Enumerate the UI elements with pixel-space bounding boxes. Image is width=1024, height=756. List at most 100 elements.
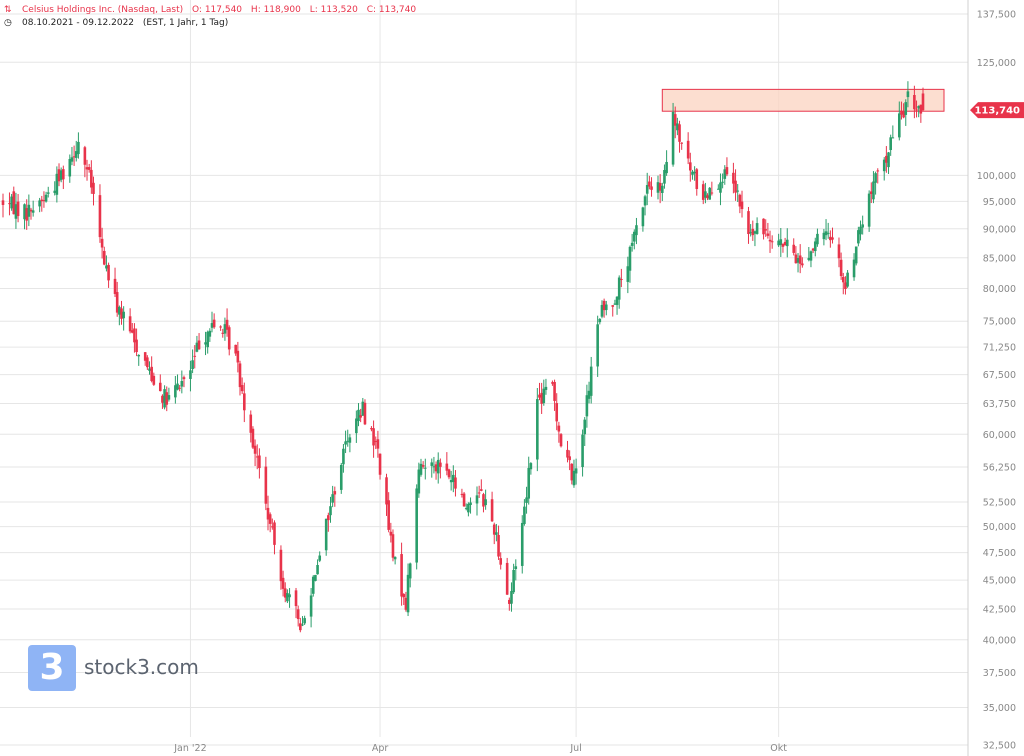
candle-body	[557, 425, 561, 432]
candle-body	[706, 195, 709, 199]
candle	[701, 180, 705, 205]
candle-body	[115, 292, 119, 313]
candle-body	[333, 491, 337, 495]
candle-body	[807, 257, 811, 260]
candle-body	[271, 526, 274, 528]
candle	[779, 227, 783, 257]
candle	[163, 385, 166, 410]
candle	[680, 142, 683, 150]
candle	[221, 328, 225, 338]
candle-body	[143, 352, 147, 361]
candle-body	[917, 106, 920, 109]
candle	[62, 165, 65, 190]
candle	[628, 245, 632, 283]
candle	[130, 323, 134, 334]
candle-body	[768, 239, 772, 242]
candle	[12, 186, 16, 215]
candle-body	[604, 304, 608, 311]
candle	[794, 246, 798, 264]
candle	[234, 344, 237, 356]
candle-body	[691, 171, 694, 175]
candle-body	[342, 448, 345, 465]
candle-body	[31, 210, 35, 213]
candle	[363, 399, 367, 426]
candle-body	[249, 414, 253, 433]
candle-body	[921, 93, 925, 111]
candle	[656, 175, 660, 200]
candle-body	[725, 167, 729, 175]
candle	[452, 465, 455, 493]
candle-body	[626, 266, 630, 282]
candle	[749, 224, 752, 237]
candle-body	[68, 159, 72, 177]
candle	[195, 335, 199, 353]
candle	[301, 616, 304, 627]
candle-body	[419, 463, 423, 475]
candle-body	[359, 415, 362, 418]
candle	[555, 393, 559, 431]
candle	[255, 444, 259, 470]
y-tick-label: 42,500	[983, 605, 1016, 616]
candle	[273, 520, 276, 555]
candle-body	[568, 456, 571, 461]
candle	[120, 300, 123, 325]
candle-body	[253, 445, 257, 454]
candle-body	[900, 110, 903, 115]
candle	[146, 355, 149, 370]
candle	[885, 146, 888, 173]
candle	[98, 184, 102, 243]
candle	[831, 227, 834, 244]
candle-body	[523, 506, 526, 524]
candle-body	[447, 469, 451, 478]
candle	[770, 235, 774, 249]
candle-body	[393, 556, 397, 560]
candle	[434, 461, 438, 480]
y-tick-label: 63,750	[983, 399, 1016, 410]
candle-body	[671, 111, 675, 165]
candle	[445, 452, 449, 476]
candle	[327, 512, 330, 532]
candle	[523, 499, 526, 526]
candle-body	[445, 463, 449, 471]
candle	[128, 308, 132, 334]
candle-body	[195, 342, 199, 352]
candle	[520, 515, 524, 574]
candle-body	[861, 224, 864, 228]
candle	[391, 529, 395, 562]
candle	[596, 315, 599, 377]
candle-body	[658, 182, 662, 191]
candle	[615, 296, 619, 315]
candle	[740, 190, 744, 218]
candle	[251, 426, 255, 449]
candle	[604, 300, 608, 316]
candle-body	[650, 186, 653, 190]
candle-body	[408, 563, 412, 579]
last-price-label: 113,740	[974, 106, 1020, 117]
candle	[480, 479, 483, 492]
candle	[359, 408, 362, 423]
candle-body	[755, 223, 759, 234]
candle	[732, 162, 735, 194]
candle	[143, 352, 147, 366]
candle-body	[495, 532, 498, 535]
candle-body	[529, 463, 533, 470]
candle	[57, 163, 61, 187]
candle	[846, 270, 849, 288]
candle	[874, 171, 877, 195]
candle-body	[844, 282, 847, 289]
candle-body	[723, 169, 727, 179]
candle	[191, 349, 194, 374]
candle	[781, 243, 785, 253]
candle	[378, 453, 382, 480]
candle	[344, 430, 347, 454]
candle	[1, 193, 5, 218]
candle	[107, 262, 110, 288]
candle	[689, 152, 692, 182]
candle-body	[630, 242, 634, 246]
candle	[165, 386, 169, 412]
candle	[553, 379, 556, 411]
watermark-text: stock3.com	[84, 655, 199, 679]
low-value: L: 113,520	[309, 5, 358, 15]
candle-body	[402, 594, 406, 598]
